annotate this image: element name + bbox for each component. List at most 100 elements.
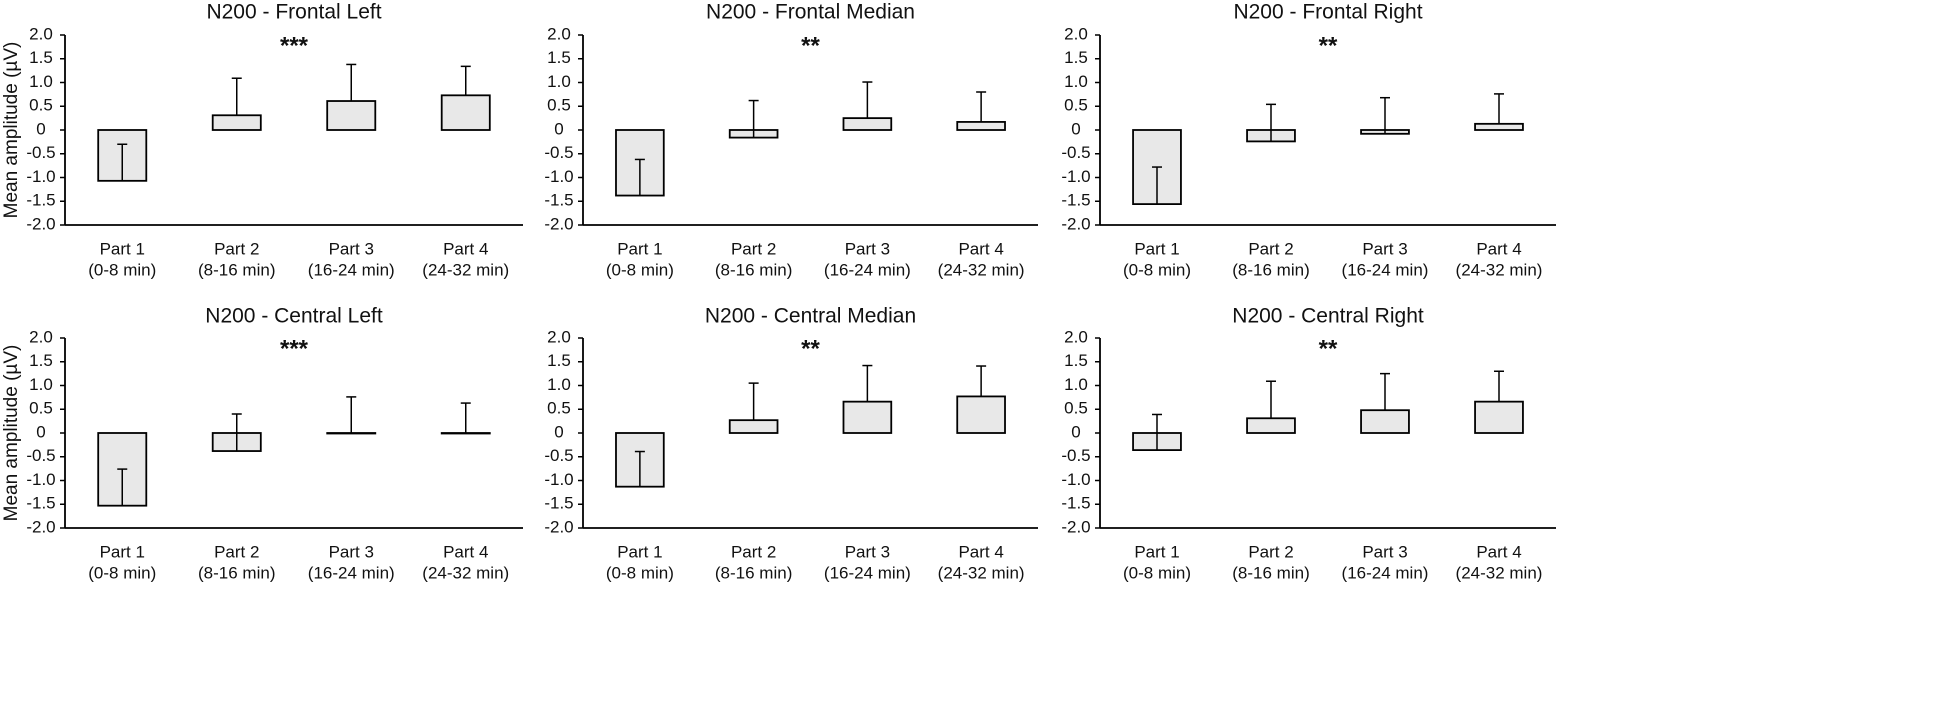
category-label: Part 3 xyxy=(329,239,374,258)
chart-panel-1: N200 - Frontal Left *** 2.0 1.5 1.0 0.5 0 -0.5 -… xyxy=(1,1,523,279)
category-sublabel: (0-8 min) xyxy=(88,260,156,279)
y-tick-label: 1.5 xyxy=(1064,351,1088,370)
category-sublabel: (16-24 min) xyxy=(308,563,395,582)
category-sublabel: (16-24 min) xyxy=(1342,563,1429,582)
y-tick-label: 1.0 xyxy=(29,72,53,91)
y-tick-label: 1.0 xyxy=(547,72,571,91)
category-label: Part 2 xyxy=(731,239,776,258)
category-label: Part 1 xyxy=(1134,239,1179,258)
y-tick-label: 2.0 xyxy=(1064,24,1088,43)
category-sublabel: (16-24 min) xyxy=(824,260,911,279)
category-label: Part 2 xyxy=(214,542,259,561)
bar-part-2 xyxy=(1246,417,1296,434)
bar-part-4 xyxy=(1474,122,1524,131)
category-label: Part 4 xyxy=(1476,542,1521,561)
category-sublabel: (0-8 min) xyxy=(88,563,156,582)
y-tick-label: 0.5 xyxy=(29,96,53,115)
y-tick-label: -1.0 xyxy=(1061,167,1090,186)
y-tick-label: -0.5 xyxy=(26,143,55,162)
chart-title: N200 - Frontal Median xyxy=(706,1,915,24)
y-tick-label: 1.5 xyxy=(29,48,53,67)
chart-panel-6: N200 - Central Right ** 2.0 1.5 1.0 0.5 0 -0.5 -… xyxy=(1061,305,1556,582)
y-tick-label: 0.5 xyxy=(1064,96,1088,115)
bar-part-4 xyxy=(440,94,491,131)
category-label: Part 1 xyxy=(100,239,145,258)
y-tick-label: -2.0 xyxy=(1061,214,1090,233)
bar-part-4 xyxy=(440,432,491,435)
chart-title: N200 - Central Left xyxy=(205,305,383,328)
y-tick-label: -2.0 xyxy=(1061,517,1090,536)
y-tick-label: 0.5 xyxy=(1064,399,1088,418)
y-tick-label: 1.0 xyxy=(1064,375,1088,394)
category-label: Part 2 xyxy=(1248,542,1293,561)
y-tick-label: -0.5 xyxy=(1061,446,1090,465)
y-tick-label: -1.5 xyxy=(544,191,573,210)
y-tick-label: 1.5 xyxy=(29,351,53,370)
category-label: Part 4 xyxy=(443,239,488,258)
y-tick-label: -1.5 xyxy=(26,191,55,210)
category-label: Part 2 xyxy=(731,542,776,561)
category-sublabel: (16-24 min) xyxy=(824,563,911,582)
y-tick-label: -2.0 xyxy=(26,517,55,536)
category-sublabel: (16-24 min) xyxy=(308,260,395,279)
y-tick-label: -2.0 xyxy=(544,214,573,233)
category-label: Part 2 xyxy=(1248,239,1293,258)
category-label: Part 3 xyxy=(845,542,890,561)
category-sublabel: (8-16 min) xyxy=(198,260,275,279)
y-tick-label: -1.5 xyxy=(544,494,573,513)
y-tick-label: 1.5 xyxy=(547,48,571,67)
category-sublabel: (0-8 min) xyxy=(1123,260,1191,279)
y-tick-label: -1.5 xyxy=(1061,191,1090,210)
category-sublabel: (8-16 min) xyxy=(715,260,792,279)
chart-title: N200 - Frontal Right xyxy=(1233,1,1422,24)
bar-part-2 xyxy=(211,114,262,131)
category-sublabel: (0-8 min) xyxy=(606,563,674,582)
y-tick-label: -1.5 xyxy=(1061,494,1090,513)
bar-part-4 xyxy=(956,395,1006,434)
category-sublabel: (24-32 min) xyxy=(422,563,509,582)
y-tick-label: -1.5 xyxy=(26,494,55,513)
chart-panel-4: N200 - Central Left *** 2.0 1.5 1.0 0.5 0 -0.5 -… xyxy=(1,305,523,582)
category-sublabel: (0-8 min) xyxy=(606,260,674,279)
category-label: Part 1 xyxy=(100,542,145,561)
y-tick-label: -1.0 xyxy=(1061,470,1090,489)
significance-marker: ** xyxy=(801,32,820,59)
category-sublabel: (24-32 min) xyxy=(938,563,1025,582)
bar-part-3 xyxy=(842,117,893,131)
significance-marker: ** xyxy=(1319,335,1338,362)
y-tick-label: 0 xyxy=(36,119,45,138)
category-label: Part 3 xyxy=(845,239,890,258)
y-tick-label: 1.0 xyxy=(547,375,571,394)
bar-part-3 xyxy=(326,100,377,131)
y-tick-label: 0 xyxy=(554,119,563,138)
category-label: Part 4 xyxy=(958,239,1003,258)
chart-panel-5: N200 - Central Median ** 2.0 1.5 1.0 0.5 0 -0.5… xyxy=(544,305,1038,582)
chart-title: N200 - Central Median xyxy=(705,305,916,328)
significance-marker: *** xyxy=(280,335,309,362)
y-tick-label: 2.0 xyxy=(1064,327,1088,346)
category-label: Part 3 xyxy=(1362,542,1407,561)
y-tick-label: 0.5 xyxy=(547,399,571,418)
y-tick-label: 2.0 xyxy=(547,24,571,43)
category-label: Part 1 xyxy=(617,239,662,258)
bar-part-3 xyxy=(326,432,377,435)
y-tick-label: 0 xyxy=(554,422,563,441)
y-tick-label: 0 xyxy=(36,422,45,441)
y-tick-label: 2.0 xyxy=(29,24,53,43)
category-label: Part 1 xyxy=(617,542,662,561)
bar-part-3 xyxy=(1360,409,1410,434)
y-tick-label: -1.0 xyxy=(544,470,573,489)
y-tick-label: -0.5 xyxy=(544,446,573,465)
category-sublabel: (8-16 min) xyxy=(1232,260,1309,279)
y-tick-label: -0.5 xyxy=(544,143,573,162)
y-tick-label: -1.0 xyxy=(544,167,573,186)
category-sublabel: (16-24 min) xyxy=(1342,260,1429,279)
category-label: Part 3 xyxy=(329,542,374,561)
chart-title: N200 - Central Right xyxy=(1232,305,1424,328)
y-tick-label: 0.5 xyxy=(29,399,53,418)
y-tick-label: 0 xyxy=(1071,422,1080,441)
y-tick-label: 1.5 xyxy=(547,351,571,370)
y-tick-label: 1.5 xyxy=(1064,48,1088,67)
category-label: Part 4 xyxy=(1476,239,1521,258)
bar-part-4 xyxy=(956,121,1006,131)
